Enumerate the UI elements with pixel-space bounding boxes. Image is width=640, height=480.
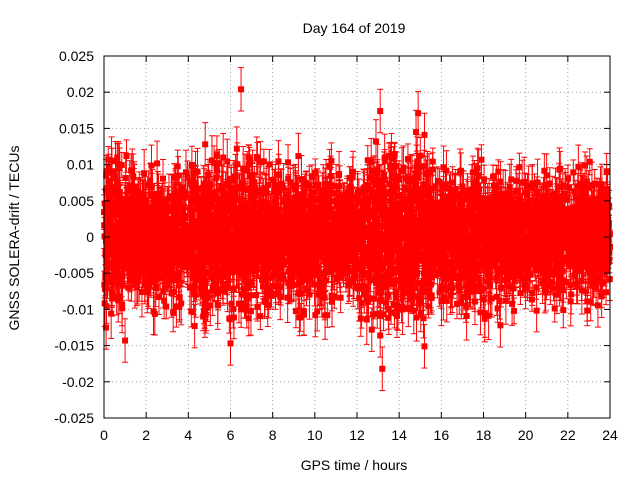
point-marker	[497, 178, 504, 185]
point-marker	[144, 289, 151, 296]
point-marker	[481, 176, 488, 183]
point-marker	[385, 314, 392, 321]
point-marker	[312, 169, 319, 176]
point-marker	[125, 284, 132, 291]
point-marker	[386, 181, 393, 188]
point-marker	[285, 159, 292, 166]
point-marker	[564, 175, 571, 182]
point-marker	[326, 162, 333, 169]
point-marker	[331, 190, 338, 197]
point-marker	[336, 171, 343, 178]
point-marker	[579, 187, 586, 194]
point-marker	[516, 164, 523, 171]
point-marker	[350, 278, 357, 285]
point-marker	[108, 310, 115, 317]
point-marker	[391, 150, 398, 157]
point-marker	[459, 293, 466, 300]
point-marker	[415, 279, 422, 286]
point-marker	[265, 181, 272, 188]
point-marker	[298, 289, 305, 296]
point-marker	[582, 288, 589, 295]
point-marker	[287, 179, 294, 186]
point-marker	[175, 254, 182, 261]
point-marker	[295, 290, 302, 297]
data-points	[101, 67, 613, 391]
point-marker	[370, 295, 377, 302]
point-marker	[491, 225, 498, 232]
point-marker	[105, 179, 112, 186]
point-marker	[252, 184, 259, 191]
point-marker	[151, 194, 158, 201]
point-marker	[556, 286, 563, 293]
point-marker	[105, 163, 112, 170]
point-marker	[220, 154, 227, 161]
point-marker	[178, 300, 185, 307]
data-point	[481, 164, 488, 194]
point-marker	[533, 307, 540, 314]
point-marker	[257, 159, 264, 166]
